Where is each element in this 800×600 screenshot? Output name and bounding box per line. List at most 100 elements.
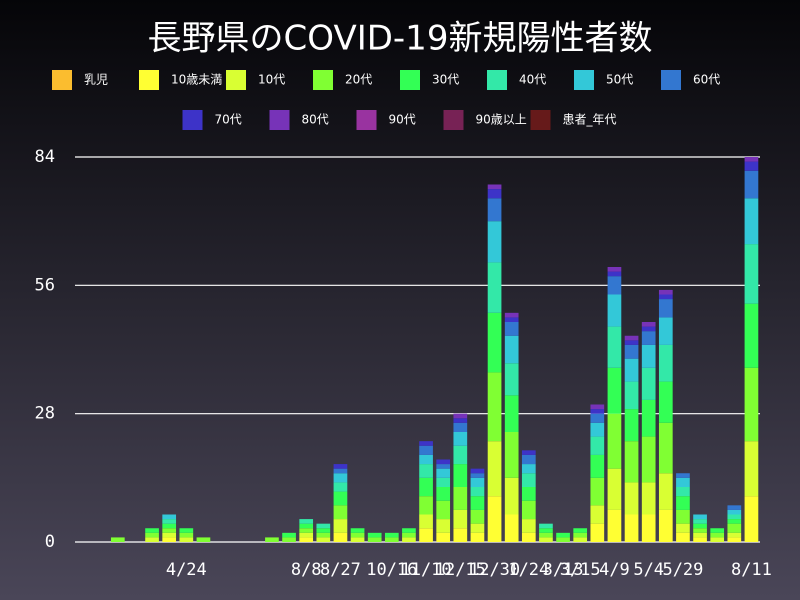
bar-segment: [350, 532, 365, 538]
legend-swatch: [356, 110, 377, 130]
bar-segment: [487, 372, 502, 442]
legend-swatch: [530, 110, 551, 130]
bar-segment: [333, 532, 348, 542]
bar-segment: [436, 519, 451, 533]
bar-segment: [727, 523, 742, 533]
bar-segment: [299, 519, 314, 524]
bar-segment: [350, 537, 365, 542]
bar-segment: [333, 464, 348, 469]
bar-segment: [402, 528, 416, 533]
bar-segment: [744, 496, 759, 542]
bar-segment: [110, 537, 125, 542]
bar-segment: [419, 464, 433, 478]
legend-swatch: [400, 70, 420, 90]
bar-segment: [162, 514, 177, 520]
bar-segment: [402, 532, 416, 538]
bar-segment: [504, 432, 519, 478]
bar-segment: [539, 532, 553, 538]
bar-segment: [573, 528, 588, 533]
bar-segment: [419, 528, 433, 542]
bar-segment: [607, 271, 622, 277]
bar-segment: [727, 505, 742, 510]
bar-segment: [436, 477, 451, 487]
legend-label: 50代: [606, 73, 633, 87]
bar-segment: [521, 487, 536, 501]
bar-segment: [333, 505, 348, 520]
y-tick-label: 56: [35, 275, 55, 295]
bar-segment: [384, 532, 399, 538]
bar-segment: [607, 413, 622, 469]
bar-segment: [521, 464, 536, 474]
bar-segment: [641, 326, 656, 332]
bar-segment: [658, 294, 673, 300]
bar-segment: [419, 454, 433, 465]
bar-segment: [624, 441, 639, 483]
bar-segment: [419, 514, 433, 529]
bar-segment: [693, 532, 707, 538]
x-tick-label: 4/24: [166, 560, 207, 580]
bar-segment: [145, 528, 159, 533]
legend-label: 70代: [215, 113, 242, 127]
bar-segment: [453, 422, 468, 432]
bar-segment: [744, 367, 759, 442]
bar-segment: [333, 491, 348, 506]
bar-segment: [641, 482, 656, 515]
bar-segment: [419, 445, 433, 455]
bar-segment: [676, 532, 690, 542]
bar-segment: [436, 500, 451, 520]
bar-segment: [436, 532, 451, 542]
bar-segment: [710, 532, 725, 538]
bar-segment: [350, 528, 365, 533]
bar-segment: [676, 496, 690, 510]
bar-segment: [487, 221, 502, 263]
bar-segment: [727, 537, 742, 542]
chart-title: 長野県のCOVID-19新規陽性者数: [148, 19, 653, 59]
bar-segment: [504, 312, 519, 318]
bar-segment: [521, 519, 536, 533]
bar-segment: [744, 244, 759, 304]
bar-segment: [487, 262, 502, 313]
bar-segment: [436, 464, 451, 469]
bar-segment: [333, 468, 348, 474]
legend-swatch: [574, 70, 594, 90]
bar-segment: [693, 537, 707, 542]
bar-segment: [453, 445, 468, 465]
legend-label: 患者_年代: [563, 113, 617, 127]
x-tick-label: 5/4: [633, 560, 664, 580]
bar-segment: [487, 496, 502, 542]
legend-swatch: [52, 70, 72, 90]
bar-segment: [676, 487, 690, 497]
bar-segment: [590, 404, 605, 410]
y-tick-label: 28: [35, 404, 55, 424]
bar-segment: [179, 537, 194, 542]
bar-segment: [521, 454, 536, 465]
bar-segment: [556, 537, 570, 542]
bar-segment: [436, 459, 451, 465]
bar-segment: [162, 519, 177, 524]
bar-segment: [487, 312, 502, 373]
bar-segment: [693, 514, 707, 520]
bar-segment: [607, 468, 622, 510]
x-tick-label: 5/29: [662, 560, 703, 580]
bar-segment: [504, 477, 519, 515]
bar-segment: [436, 487, 451, 501]
bar-segment: [590, 413, 605, 423]
bar-segment: [607, 267, 622, 272]
bar-segment: [744, 441, 759, 497]
bar-segment: [367, 532, 382, 538]
bar-segment: [453, 528, 468, 542]
bar-segment: [676, 523, 690, 533]
x-tick-label: 1/24: [508, 560, 549, 580]
bar-segment: [453, 509, 468, 529]
bar-segment: [641, 514, 656, 542]
bar-segment: [641, 436, 656, 483]
legend-label: 10歳未満: [171, 73, 222, 87]
bar-segment: [470, 487, 485, 497]
x-tick-label: 10/16: [366, 560, 417, 580]
bar-segment: [658, 344, 673, 382]
bar-segment: [367, 537, 382, 542]
bar-segment: [299, 532, 314, 538]
bar-segment: [658, 317, 673, 345]
x-tick-label: 4/9: [599, 560, 630, 580]
bar-segment: [470, 496, 485, 510]
